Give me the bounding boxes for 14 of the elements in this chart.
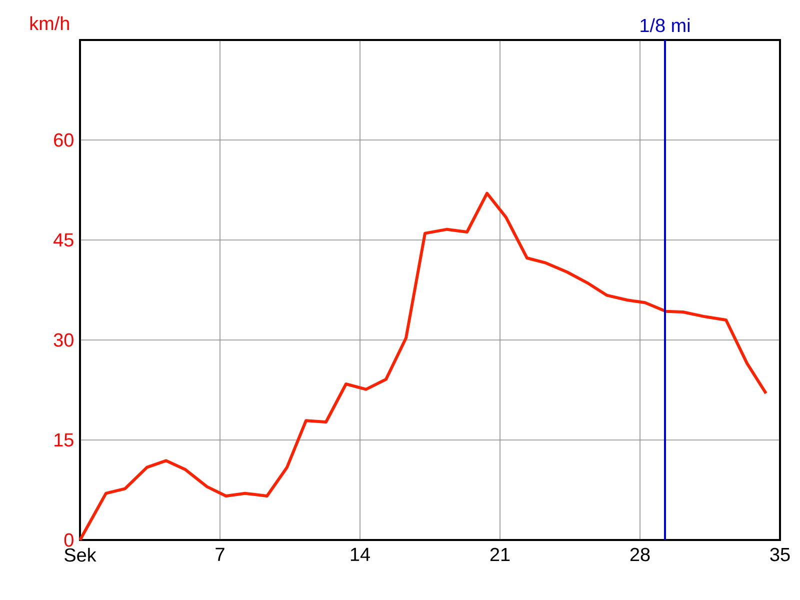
y-tick-label: 15	[54, 433, 74, 447]
y-tick-label: 60	[54, 133, 74, 147]
y-tick-label: 45	[54, 233, 74, 247]
x-tick-label: 21	[490, 548, 510, 562]
y-tick-label: 30	[54, 333, 74, 347]
line-series	[78, 192, 768, 542]
x-tick-label: 35	[770, 548, 790, 562]
x-tick-label: 28	[630, 548, 650, 562]
y-axis-title: km/h	[30, 16, 69, 30]
x-tick-label: 7	[216, 548, 224, 561]
x-tick-label: 14	[350, 548, 370, 561]
y-tick-label: 0	[64, 533, 74, 547]
x-tick-label: Sek	[64, 548, 96, 562]
ref-line-label: 1/8 mi	[640, 18, 690, 32]
